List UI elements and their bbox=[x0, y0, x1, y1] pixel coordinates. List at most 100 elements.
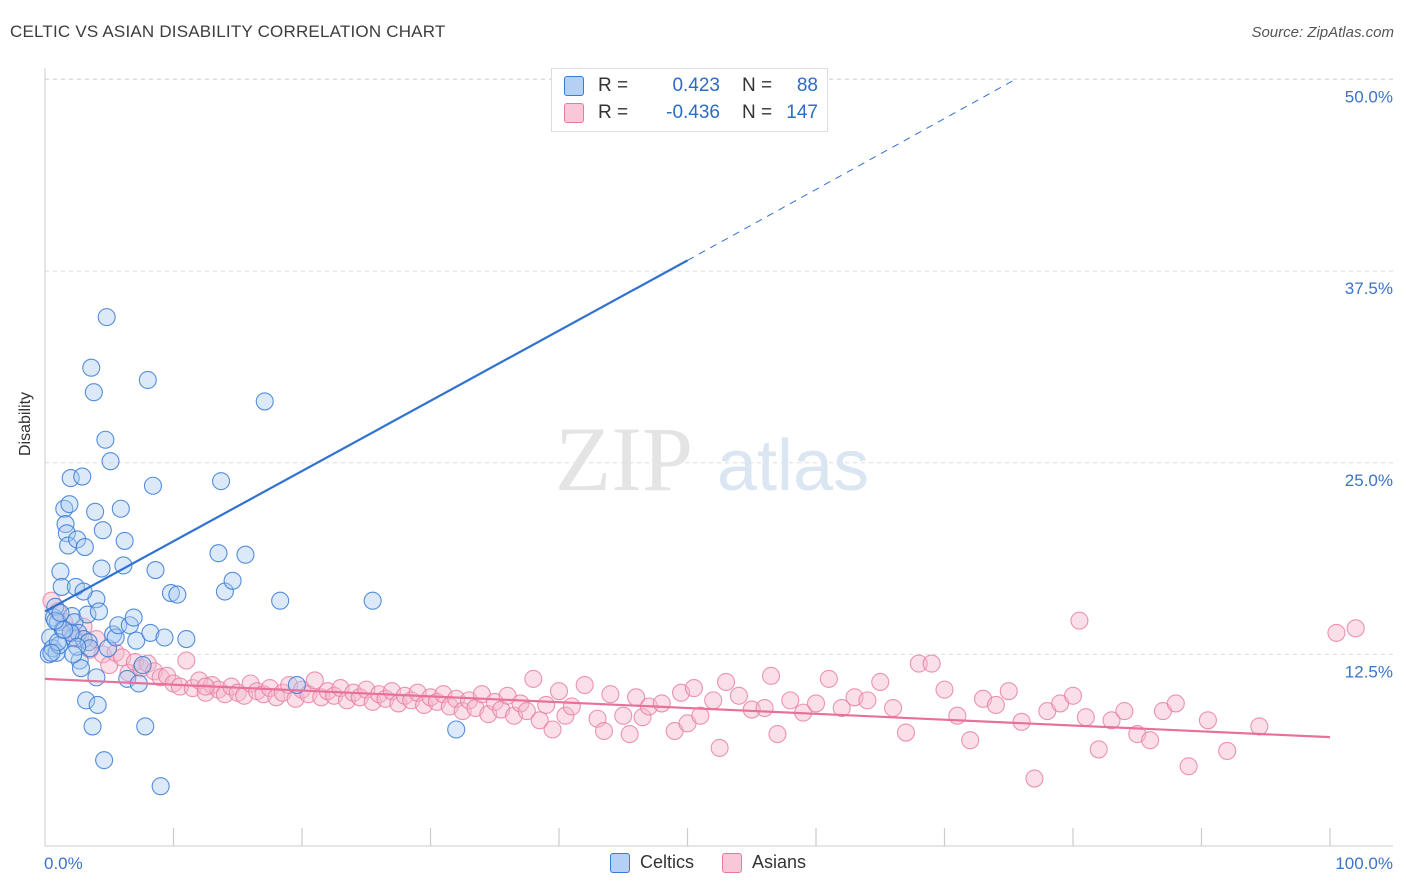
watermark-zip: ZIP bbox=[555, 408, 693, 510]
celtics-point bbox=[51, 603, 70, 623]
celtics-legend-swatch bbox=[610, 852, 630, 873]
celtics-point bbox=[86, 502, 105, 521]
asians-point bbox=[1076, 708, 1095, 727]
watermark: ZIP atlas bbox=[555, 408, 869, 510]
asians-point bbox=[614, 706, 633, 725]
asians-point bbox=[1250, 717, 1269, 736]
asians-point bbox=[704, 691, 723, 710]
celtics-point bbox=[42, 643, 61, 662]
tick-labels: 12.5% 25.0% 37.5% 50.0% 0.0% 100.0% bbox=[44, 88, 1393, 874]
asians-point bbox=[1198, 711, 1217, 730]
celtics-point bbox=[83, 717, 102, 736]
asians-point bbox=[633, 708, 652, 727]
celtics-point bbox=[161, 584, 180, 603]
asians-point bbox=[1089, 740, 1108, 759]
celtics-point bbox=[177, 629, 196, 649]
asians-point bbox=[537, 695, 556, 715]
celtics-point bbox=[78, 605, 97, 624]
celtics-point bbox=[168, 585, 187, 604]
axes bbox=[44, 68, 1393, 847]
asians-point bbox=[909, 654, 928, 673]
asians-point bbox=[517, 702, 536, 721]
asians-point bbox=[729, 686, 748, 705]
celtics-point bbox=[71, 659, 91, 678]
celtics-point bbox=[151, 777, 170, 796]
celtics-point bbox=[143, 476, 162, 495]
asians-point bbox=[1102, 711, 1121, 730]
asians-point bbox=[806, 694, 826, 713]
asians-point bbox=[549, 682, 569, 701]
asians-point bbox=[1070, 611, 1089, 630]
celtics-point bbox=[271, 591, 290, 610]
r-label: R = bbox=[598, 75, 629, 96]
celtics-point bbox=[141, 623, 160, 642]
asians-point bbox=[1346, 619, 1365, 638]
asians-point bbox=[986, 695, 1005, 715]
r-value: 0.423 bbox=[672, 75, 720, 96]
celtics-point bbox=[60, 495, 79, 514]
celtics-point bbox=[77, 691, 96, 710]
celtics-point bbox=[133, 656, 152, 675]
celtics-point bbox=[73, 467, 92, 486]
y-axis-label: Disability bbox=[17, 391, 34, 456]
asians-point bbox=[896, 723, 916, 742]
celtics-trend-extension bbox=[687, 79, 1016, 261]
asians-point bbox=[1115, 702, 1134, 721]
asians-point bbox=[871, 672, 890, 692]
celtics-point bbox=[61, 469, 80, 488]
asians-point bbox=[948, 706, 967, 725]
asians-point bbox=[961, 731, 980, 750]
asians-points bbox=[42, 591, 1365, 788]
asians-point bbox=[684, 679, 703, 698]
asians-point bbox=[556, 706, 575, 725]
asians-point bbox=[755, 698, 774, 718]
celtics-point bbox=[95, 751, 114, 770]
asians-point bbox=[832, 698, 851, 718]
asians-point bbox=[575, 675, 594, 695]
celtics-point bbox=[89, 602, 109, 621]
asians-point bbox=[1218, 741, 1237, 761]
asians-point bbox=[858, 691, 877, 710]
y-tick-label: 37.5% bbox=[1345, 279, 1393, 298]
celtics-point bbox=[93, 521, 112, 540]
asians-point bbox=[819, 669, 838, 688]
asians-point bbox=[935, 680, 954, 699]
y-tick-label: 12.5% bbox=[1345, 662, 1393, 681]
asians-point bbox=[768, 725, 787, 744]
correlation-legend: R = 0.423 N = 88 R = -0.436 N = 147 bbox=[551, 68, 828, 132]
asians-point bbox=[999, 682, 1018, 701]
asians-point bbox=[524, 669, 543, 688]
asians-point bbox=[1063, 686, 1083, 705]
asians-point bbox=[1327, 623, 1346, 642]
celtics-point bbox=[146, 561, 165, 580]
n-value: 147 bbox=[786, 102, 818, 123]
asians-point bbox=[601, 685, 620, 704]
asians-point bbox=[562, 697, 581, 716]
asians-point bbox=[884, 698, 903, 718]
watermark-atlas: atlas bbox=[717, 426, 869, 506]
celtics-point bbox=[111, 499, 130, 518]
asians-point bbox=[922, 654, 941, 673]
celtics-point bbox=[68, 530, 87, 549]
trend-lines bbox=[44, 79, 1331, 739]
asians-trend-line bbox=[44, 677, 1331, 739]
celtics-point bbox=[52, 577, 71, 596]
celtics-point bbox=[255, 392, 274, 411]
asians-point bbox=[1141, 731, 1160, 750]
asians-point bbox=[1179, 757, 1198, 776]
r-label: R = bbox=[598, 102, 629, 123]
celtics-point bbox=[127, 631, 146, 650]
y-tick-label: 25.0% bbox=[1345, 471, 1393, 490]
celtics-points bbox=[39, 308, 466, 796]
legend-row-celtics: R = 0.423 N = 88 bbox=[564, 75, 818, 97]
asians-point bbox=[761, 666, 781, 685]
asians-point bbox=[530, 711, 549, 730]
legend-item-asians: Asians bbox=[722, 852, 806, 873]
celtics-point bbox=[56, 515, 75, 534]
r-value: -0.436 bbox=[666, 102, 720, 123]
chart-title: CELTIC VS ASIAN DISABILITY CORRELATION C… bbox=[10, 22, 446, 41]
asians-legend-label: Asians bbox=[752, 852, 807, 872]
asians-point bbox=[543, 720, 562, 739]
legend-item-celtics: Celtics bbox=[610, 852, 694, 873]
